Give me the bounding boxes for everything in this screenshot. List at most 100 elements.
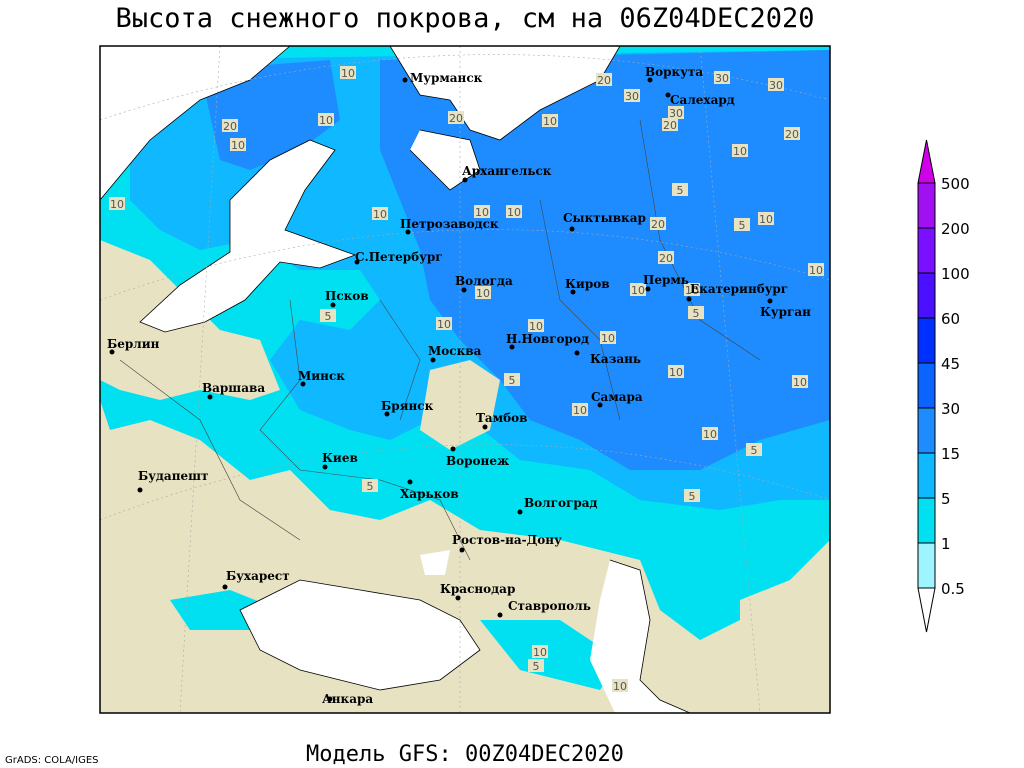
contour-label-bg <box>630 283 646 296</box>
contour-label-bg <box>230 138 246 151</box>
contour-label: 30 <box>715 72 729 85</box>
contour-label-bg <box>528 659 544 672</box>
contour-label: 10 <box>533 646 547 659</box>
city-label: Курган <box>760 305 811 319</box>
city-label: Мурманск <box>410 71 483 85</box>
city-label: Харьков <box>400 487 459 501</box>
contour-label-bg <box>792 375 808 388</box>
contour-label: 10 <box>373 208 387 221</box>
city-label: Бухарест <box>226 569 290 583</box>
contour-label-bg <box>662 118 678 131</box>
legend-label: 15 <box>941 445 960 463</box>
contour-label-bg <box>474 205 490 218</box>
contour-label-bg <box>714 71 730 84</box>
legend-box <box>917 182 936 229</box>
legend-label: 60 <box>941 310 960 328</box>
legend-label: 45 <box>941 355 960 373</box>
city-dot <box>569 226 575 232</box>
contour-label: 5 <box>751 444 758 457</box>
contour-label: 10 <box>631 284 645 297</box>
city-dot <box>354 259 360 265</box>
contour-label: 10 <box>341 67 355 80</box>
city-label: Вологда <box>455 274 513 288</box>
contour-label: 10 <box>601 332 615 345</box>
contour-label: 20 <box>651 218 665 231</box>
contour-label: 10 <box>529 320 543 333</box>
city-label: Москва <box>428 344 482 358</box>
contour-label: 20 <box>449 112 463 125</box>
city-dot <box>450 446 456 452</box>
city-dot <box>430 357 436 363</box>
city-dot <box>497 612 503 618</box>
contour-label-bg <box>612 679 628 692</box>
contour-label-bg <box>734 218 750 231</box>
city-dot <box>330 302 336 308</box>
city-dot <box>455 595 461 601</box>
contour-label: 10 <box>685 284 699 297</box>
city-label: Киров <box>565 277 610 291</box>
city-label: Будапешт <box>138 469 208 483</box>
city-dot <box>137 487 143 493</box>
legend-label: 200 <box>941 220 970 238</box>
contour-label-bg <box>658 251 674 264</box>
city-label: Варшава <box>202 381 265 395</box>
city-dot <box>300 381 306 387</box>
contour-label-bg <box>668 365 684 378</box>
contour-label: 10 <box>793 376 807 389</box>
contour-label: 5 <box>689 490 696 503</box>
city-label: Архангельск <box>462 164 552 178</box>
map-area <box>100 46 830 713</box>
city-dot <box>462 177 468 183</box>
city-label: Анкара <box>322 692 373 706</box>
city-dot <box>482 424 488 430</box>
contour-label-bg <box>758 212 774 225</box>
city-label: Краснодар <box>440 582 515 596</box>
contour-label-bg <box>684 283 700 296</box>
legend-label: 0.5 <box>941 580 965 598</box>
model-label: Модель GFS: 00Z04DEC2020 <box>306 742 624 767</box>
legend-label: 100 <box>941 265 970 283</box>
contour-label-bg <box>702 427 718 440</box>
contour-label: 5 <box>325 310 332 323</box>
contour-label: 10 <box>507 206 521 219</box>
city-dot <box>570 289 576 295</box>
contour-label-bg <box>475 286 491 299</box>
city-label: Казань <box>590 352 641 366</box>
city-dot <box>405 229 411 235</box>
contour-label: 10 <box>475 206 489 219</box>
city-dot <box>459 547 465 553</box>
contour-label: 10 <box>759 213 773 226</box>
contour-label: 30 <box>669 107 683 120</box>
contour-label-bg <box>340 66 356 79</box>
contour-label-bg <box>528 319 544 332</box>
contour-label: 5 <box>693 307 700 320</box>
cities: Мурманск Воркута Салехард Архангельск Петроз… <box>107 65 811 706</box>
legend-triangle <box>917 587 936 633</box>
contour-label: 10 <box>733 145 747 158</box>
legend-box <box>917 542 936 589</box>
contour-label-bg <box>624 89 640 102</box>
contour-label: 20 <box>223 120 237 133</box>
contour-label: 10 <box>669 366 683 379</box>
contour-label: 10 <box>809 264 823 277</box>
city-label: Волгоград <box>524 496 597 510</box>
contour-label: 10 <box>437 318 451 331</box>
legend-box <box>917 362 936 409</box>
city-dot <box>222 584 228 590</box>
contour-label: 5 <box>509 374 516 387</box>
contour-label-bg <box>808 263 824 276</box>
city-dot <box>407 479 413 485</box>
contour-label-bg <box>542 114 558 127</box>
legend-box <box>917 452 936 499</box>
contour-label-bg <box>572 403 588 416</box>
contour-label: 10 <box>703 428 717 441</box>
contour-label: 10 <box>319 114 333 127</box>
legend-label: 1 <box>941 535 951 553</box>
map-frame <box>99 45 831 714</box>
city-label: Ростов-на-Дону <box>452 533 562 547</box>
city-label: Ставрополь <box>508 599 591 613</box>
city-dot <box>384 411 390 417</box>
city-label: С.Петербург <box>355 250 443 264</box>
